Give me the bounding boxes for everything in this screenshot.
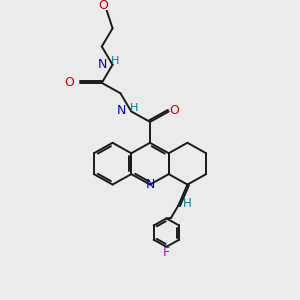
Text: H: H [182,197,191,211]
Text: H: H [111,56,119,66]
Text: O: O [169,103,179,116]
Text: N: N [145,178,155,191]
Text: N: N [116,104,126,117]
Text: O: O [98,0,108,12]
Text: O: O [64,76,74,89]
Text: F: F [163,246,170,259]
Text: N: N [98,58,107,70]
Text: H: H [130,103,138,113]
